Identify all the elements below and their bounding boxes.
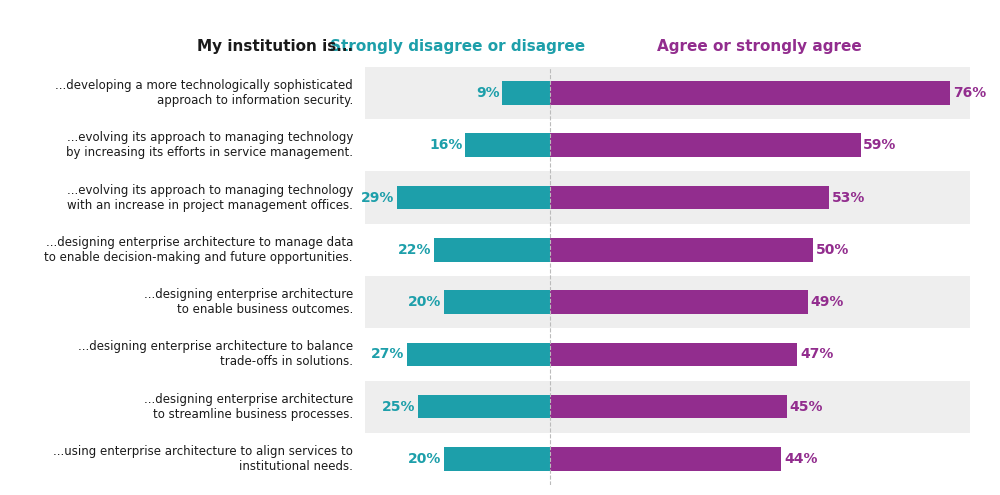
Bar: [444, 291, 550, 314]
Bar: [550, 134, 861, 157]
Text: ...developing a more technologically sophisticated
approach to information secur: ...developing a more technologically sop…: [55, 79, 353, 107]
Text: ...designing enterprise architecture to manage data
to enable decision-making an: ...designing enterprise architecture to …: [44, 236, 353, 264]
Bar: [444, 447, 550, 471]
Text: 44%: 44%: [784, 452, 818, 466]
Text: ...using enterprise architecture to align services to
institutional needs.: ...using enterprise architecture to alig…: [53, 445, 353, 473]
Bar: [418, 395, 550, 418]
Text: 45%: 45%: [789, 399, 823, 414]
Bar: [365, 433, 970, 485]
Text: Agree or strongly agree: Agree or strongly agree: [657, 40, 862, 54]
Text: 53%: 53%: [832, 191, 865, 204]
Text: ...evolving its approach to managing technology
with an increase in project mana: ...evolving its approach to managing tec…: [67, 184, 353, 211]
Bar: [365, 276, 970, 328]
Bar: [550, 81, 950, 105]
Bar: [502, 81, 550, 105]
Text: ...evolving its approach to managing technology
by increasing its efforts in ser: ...evolving its approach to managing tec…: [66, 131, 353, 159]
Bar: [465, 134, 550, 157]
Bar: [365, 224, 970, 276]
Text: ...designing enterprise architecture
to streamline business processes.: ...designing enterprise architecture to …: [144, 393, 353, 421]
Bar: [434, 238, 550, 261]
Text: 76%: 76%: [953, 86, 986, 100]
Bar: [550, 447, 781, 471]
Text: 27%: 27%: [371, 347, 405, 361]
Text: ...designing enterprise architecture
to enable business outcomes.: ...designing enterprise architecture to …: [144, 288, 353, 316]
Bar: [397, 186, 550, 209]
Bar: [550, 395, 787, 418]
Text: My institution is...: My institution is...: [197, 40, 353, 54]
Bar: [550, 186, 829, 209]
Text: 59%: 59%: [863, 138, 897, 152]
Bar: [365, 171, 970, 224]
Bar: [365, 381, 970, 433]
Text: Strongly disagree or disagree: Strongly disagree or disagree: [330, 40, 585, 54]
Bar: [365, 119, 970, 171]
Bar: [365, 67, 970, 119]
Text: 50%: 50%: [816, 243, 849, 257]
Text: 29%: 29%: [361, 191, 394, 204]
Text: 25%: 25%: [382, 399, 415, 414]
Text: 9%: 9%: [476, 86, 499, 100]
Bar: [550, 291, 808, 314]
Text: 20%: 20%: [408, 452, 441, 466]
Text: 49%: 49%: [810, 295, 844, 309]
Bar: [550, 343, 797, 366]
Bar: [407, 343, 550, 366]
Text: 47%: 47%: [800, 347, 833, 361]
Bar: [365, 328, 970, 381]
Text: ...designing enterprise architecture to balance
trade-offs in solutions.: ...designing enterprise architecture to …: [78, 341, 353, 368]
Bar: [550, 238, 813, 261]
Text: 20%: 20%: [408, 295, 441, 309]
Text: 22%: 22%: [397, 243, 431, 257]
Text: 16%: 16%: [429, 138, 463, 152]
